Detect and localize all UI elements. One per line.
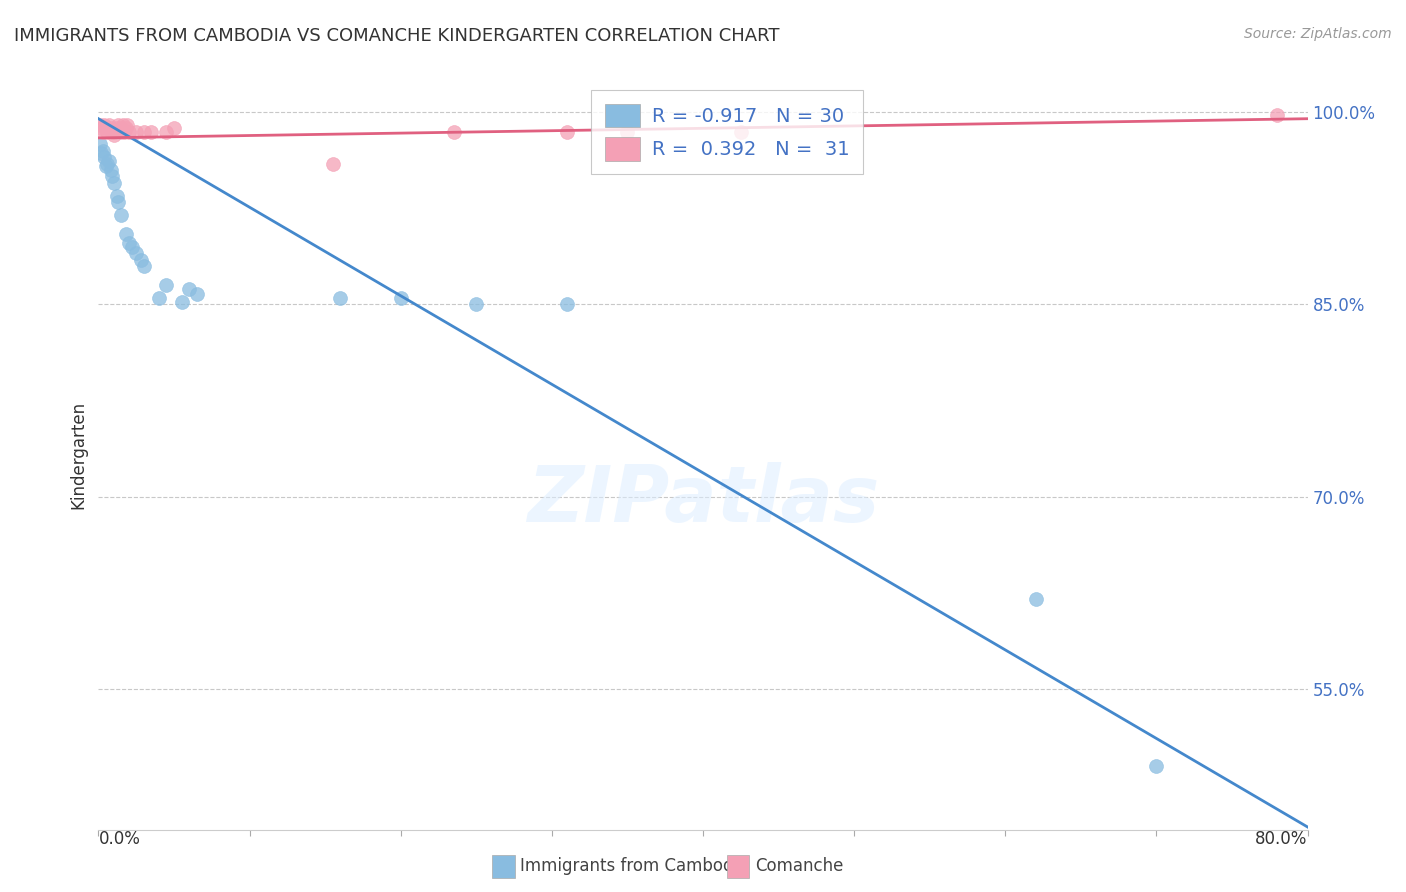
Point: [93, 150, 115, 164]
Point: [114, 120, 136, 135]
Legend: R = -0.917   N = 30, R =  0.392   N =  31: R = -0.917 N = 30, R = 0.392 N = 31: [592, 90, 863, 175]
Point: [322, 156, 344, 170]
Point: [443, 124, 465, 138]
Point: [112, 124, 135, 138]
Point: [141, 124, 163, 138]
Point: [94, 159, 117, 173]
Point: [1144, 758, 1167, 772]
Point: [94, 120, 117, 135]
Y-axis label: Kindergarten: Kindergarten: [69, 401, 87, 509]
Point: [104, 124, 127, 138]
Point: [91, 144, 114, 158]
Point: [155, 278, 177, 293]
Point: [90, 120, 112, 135]
Point: [89, 137, 111, 152]
Point: [125, 246, 148, 260]
Text: IMMIGRANTS FROM CAMBODIA VS COMANCHE KINDERGARTEN CORRELATION CHART: IMMIGRANTS FROM CAMBODIA VS COMANCHE KIN…: [14, 27, 779, 45]
Point: [329, 291, 352, 305]
Point: [108, 124, 131, 138]
Point: [93, 118, 115, 132]
Point: [105, 120, 128, 135]
Point: [155, 124, 177, 138]
Text: Source: ZipAtlas.com: Source: ZipAtlas.com: [1244, 27, 1392, 41]
Point: [91, 124, 114, 138]
Point: [103, 128, 125, 143]
Point: [555, 124, 578, 138]
Point: [129, 252, 152, 267]
Point: [118, 124, 141, 138]
Point: [98, 153, 121, 168]
Point: [101, 124, 124, 138]
Point: [132, 124, 155, 138]
Point: [96, 124, 118, 138]
Point: [730, 124, 752, 138]
Point: [186, 287, 208, 301]
Point: [118, 235, 141, 250]
Point: [1267, 108, 1289, 122]
Point: [90, 146, 112, 161]
Point: [125, 124, 148, 138]
Point: [114, 227, 136, 241]
Point: [105, 188, 128, 202]
Point: [389, 291, 412, 305]
Point: [110, 120, 132, 135]
Point: [110, 208, 132, 222]
Point: [115, 118, 138, 132]
Point: [616, 124, 638, 138]
Point: [465, 297, 488, 311]
Point: [132, 259, 155, 273]
Text: Comanche: Comanche: [755, 857, 844, 875]
Point: [170, 294, 193, 309]
Point: [163, 120, 186, 135]
Point: [148, 291, 170, 305]
Point: [103, 176, 125, 190]
Point: [98, 118, 121, 132]
Text: Immigrants from Cambodia: Immigrants from Cambodia: [520, 857, 748, 875]
Text: 80.0%: 80.0%: [1256, 830, 1308, 847]
Point: [179, 282, 201, 296]
Point: [107, 194, 129, 209]
Point: [100, 120, 122, 135]
Text: ZIPatlas: ZIPatlas: [527, 462, 879, 538]
Point: [107, 118, 129, 132]
Point: [555, 297, 578, 311]
Point: [121, 240, 143, 254]
Point: [101, 169, 124, 184]
Text: 0.0%: 0.0%: [98, 830, 141, 847]
Point: [89, 118, 111, 132]
Point: [96, 156, 118, 170]
Point: [100, 163, 122, 178]
Point: [111, 118, 134, 132]
Point: [1024, 592, 1046, 607]
